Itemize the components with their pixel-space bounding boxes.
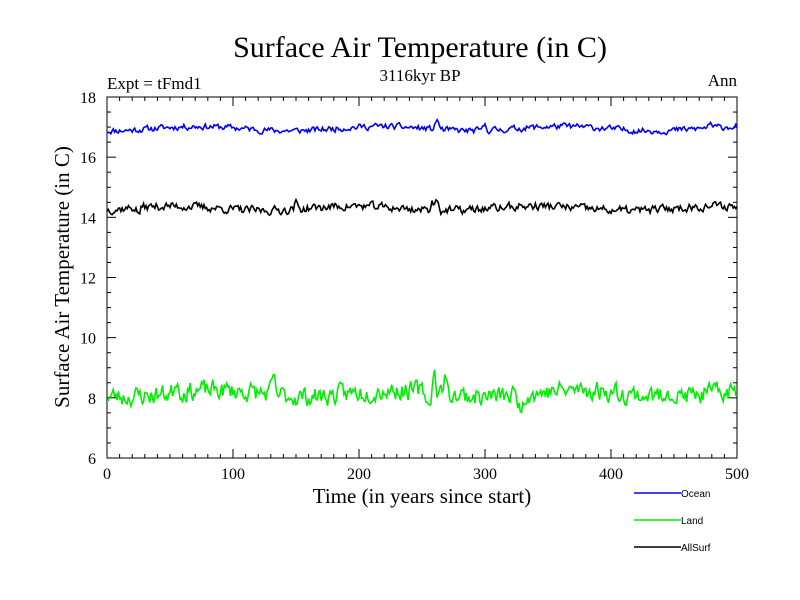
y-tick-label: 10 (80, 331, 96, 348)
x-tick-label: 100 (221, 466, 245, 483)
series-line-ocean (106, 118, 738, 136)
series-line-allsurf (106, 197, 738, 217)
x-tick-label: 500 (725, 466, 749, 483)
x-axis-label: Time (in years since start) (313, 484, 532, 508)
chart-title: Surface Air Temperature (in C) (233, 31, 607, 64)
y-axis-label: Surface Air Temperature (in C) (50, 146, 74, 408)
y-tick-label: 14 (80, 210, 96, 227)
y-tick-label: 8 (88, 391, 96, 408)
series-lines (106, 118, 738, 414)
legend-label-land: Land (681, 516, 703, 527)
chart-subtitle: 3116kyr BP (379, 66, 460, 85)
legend-label-ocean: Ocean (681, 489, 710, 500)
plot-frame (106, 96, 738, 459)
legend: Ocean Land AllSurf (634, 489, 711, 554)
experiment-label: Expt = tFmd1 (107, 74, 202, 93)
y-tick-label: 6 (88, 451, 96, 468)
x-tick-label: 400 (599, 466, 623, 483)
series-line-land (106, 369, 738, 414)
axis-ticks: 6 8 10 12 14 16 18 0 100 200 300 400 500 (80, 90, 749, 483)
y-tick-label: 12 (80, 271, 96, 288)
y-tick-label: 18 (80, 90, 96, 107)
period-label: Ann (708, 71, 738, 90)
y-tick-label: 16 (80, 150, 96, 167)
x-tick-label: 300 (473, 466, 497, 483)
legend-label-allsurf: AllSurf (681, 543, 711, 554)
x-tick-label: 0 (103, 466, 111, 483)
x-tick-label: 200 (347, 466, 371, 483)
